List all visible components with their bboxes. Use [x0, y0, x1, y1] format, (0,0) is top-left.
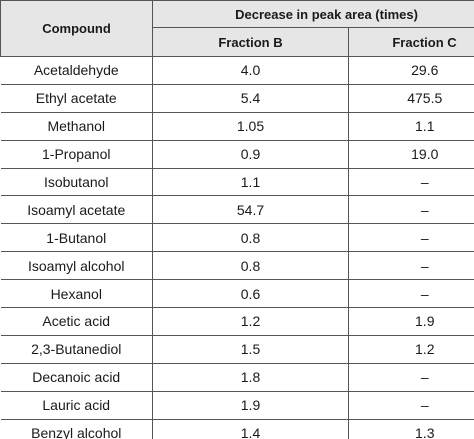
cell-fraction-c: –	[347, 223, 474, 253]
cell-compound: 1-Propanol	[0, 139, 153, 169]
table-row: Lauric acid 1.9 –	[0, 390, 474, 420]
cell-fraction-b: 0.9	[152, 139, 349, 169]
cell-compound: Decanoic acid	[0, 362, 153, 392]
cell-fraction-c: 1.2	[347, 334, 474, 364]
table-row: Isoamyl acetate 54.7 –	[0, 195, 474, 225]
table-row: Isobutanol 1.1 –	[0, 167, 474, 197]
cell-compound: Isobutanol	[0, 167, 153, 197]
cell-fraction-c: –	[347, 167, 474, 197]
table-row: Benzyl alcohol 1.4 1.3	[0, 418, 474, 439]
cell-fraction-c: 19.0	[347, 139, 474, 169]
table-row: 2,3-Butanediol 1.5 1.2	[0, 334, 474, 364]
cell-fraction-c: 1.9	[347, 307, 474, 336]
cell-compound: Methanol	[0, 111, 153, 141]
cell-compound: Hexanol	[0, 279, 153, 309]
cell-fraction-c: 1.3	[347, 418, 474, 439]
cell-fraction-c: –	[347, 390, 474, 420]
header-fraction-b: Fraction B	[152, 27, 349, 57]
cell-fraction-c: –	[347, 362, 474, 392]
cell-fraction-b: 1.2	[152, 307, 349, 336]
cell-fraction-b: 5.4	[152, 83, 349, 113]
cell-fraction-c: –	[347, 279, 474, 309]
header-compound: Compound	[0, 0, 153, 57]
cell-fraction-c: 475.5	[347, 83, 474, 113]
cell-fraction-c: 1.1	[347, 111, 474, 141]
cell-fraction-b: 4.0	[152, 56, 349, 85]
cell-compound: Ethyl acetate	[0, 83, 153, 113]
cell-fraction-b: 0.6	[152, 279, 349, 309]
table-row: Hexanol 0.6 –	[0, 279, 474, 309]
table-row: 1-Propanol 0.9 19.0	[0, 139, 474, 169]
cell-compound: Acetic acid	[0, 307, 153, 336]
cell-compound: Isoamyl alcohol	[0, 251, 153, 281]
cell-fraction-b: 54.7	[152, 195, 349, 225]
cell-compound: 1-Butanol	[0, 223, 153, 253]
cell-compound: Isoamyl acetate	[0, 195, 153, 225]
table-row: Isoamyl alcohol 0.8 –	[0, 251, 474, 281]
cell-fraction-b: 1.1	[152, 167, 349, 197]
cell-compound: Lauric acid	[0, 390, 153, 420]
table-row: Acetaldehyde 4.0 29.6	[0, 56, 474, 85]
cell-fraction-b: 0.8	[152, 251, 349, 281]
table-row: Decanoic acid 1.8 –	[0, 362, 474, 392]
header-fraction-c: Fraction C	[347, 27, 474, 57]
table-body: Acetaldehyde 4.0 29.6 Ethyl acetate 5.4 …	[0, 56, 474, 439]
table-row: Ethyl acetate 5.4 475.5	[0, 83, 474, 113]
cell-fraction-c: –	[347, 195, 474, 225]
cell-fraction-b: 1.5	[152, 334, 349, 364]
table-header: Compound Decrease in peak area (times) F…	[0, 0, 474, 57]
table-row: 1-Butanol 0.8 –	[0, 223, 474, 253]
cell-compound: Acetaldehyde	[0, 56, 153, 85]
cell-compound: Benzyl alcohol	[0, 418, 153, 439]
cell-fraction-c: –	[347, 251, 474, 281]
cell-fraction-b: 1.8	[152, 362, 349, 392]
cell-fraction-c: 29.6	[347, 56, 474, 85]
table-row: Methanol 1.05 1.1	[0, 111, 474, 141]
table-row: Acetic acid 1.2 1.9	[0, 307, 474, 336]
cell-fraction-b: 1.05	[152, 111, 349, 141]
cell-fraction-b: 0.8	[152, 223, 349, 253]
header-decrease-group: Decrease in peak area (times)	[151, 0, 474, 28]
cell-compound: 2,3-Butanediol	[0, 334, 153, 364]
cell-fraction-b: 1.9	[152, 390, 349, 420]
cell-fraction-b: 1.4	[152, 418, 349, 439]
